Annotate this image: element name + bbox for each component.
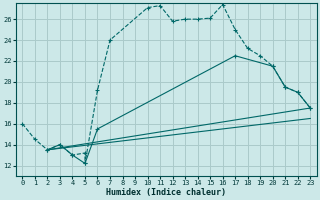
X-axis label: Humidex (Indice chaleur): Humidex (Indice chaleur) — [106, 188, 226, 197]
